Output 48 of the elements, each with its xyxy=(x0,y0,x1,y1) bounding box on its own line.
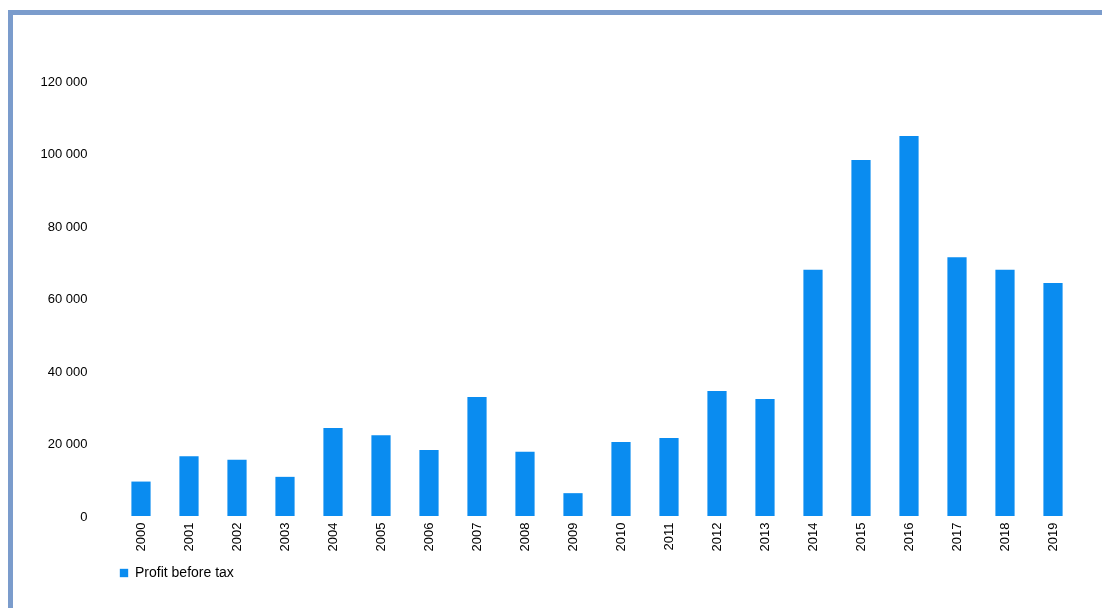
legend-label: Profit before tax xyxy=(135,564,234,580)
y-tick-label: 120 000 xyxy=(40,73,88,89)
x-tick-label: 2000 xyxy=(133,522,148,552)
bar xyxy=(1043,282,1063,516)
bar xyxy=(851,160,871,516)
bar xyxy=(995,269,1015,516)
bar xyxy=(563,493,583,516)
y-tick-label: 20 000 xyxy=(47,436,88,451)
x-tick-label: 2014 xyxy=(805,522,820,552)
bar xyxy=(755,398,775,516)
bar xyxy=(323,427,343,516)
bar xyxy=(371,435,391,516)
x-tick-label: 2017 xyxy=(949,522,964,552)
x-tick-label: 2004 xyxy=(325,522,340,552)
x-tick-label: 2003 xyxy=(277,522,292,552)
y-tick-label: 60 000 xyxy=(47,291,88,306)
x-tick-label: 2018 xyxy=(997,522,1012,552)
bar xyxy=(659,438,679,516)
bar xyxy=(467,397,487,516)
x-tick-label: 2005 xyxy=(373,522,388,552)
y-tick-label: 80 000 xyxy=(47,218,88,234)
y-tick-label: 100 000 xyxy=(40,146,88,161)
bar xyxy=(899,136,919,516)
x-tick-label: 2015 xyxy=(853,522,868,552)
x-tick-label: 2002 xyxy=(229,522,244,552)
x-tick-label: 2008 xyxy=(517,522,532,552)
bar xyxy=(803,269,823,516)
bar xyxy=(515,451,535,516)
bar xyxy=(227,459,247,516)
bar xyxy=(707,390,727,516)
y-tick-label: 0 xyxy=(80,508,88,524)
x-tick-label: 2009 xyxy=(565,522,580,552)
bar xyxy=(611,442,631,516)
x-tick-label: 2012 xyxy=(709,522,724,552)
x-tick-label: 2016 xyxy=(901,522,916,552)
x-tick-label: 2006 xyxy=(421,522,436,552)
bar xyxy=(419,450,439,516)
bar xyxy=(179,456,199,516)
bar xyxy=(275,476,295,516)
x-tick-label: 2019 xyxy=(1045,522,1060,552)
x-tick-label: 2001 xyxy=(181,522,196,552)
x-tick-label: 2013 xyxy=(757,522,772,552)
x-tick-label: 2007 xyxy=(469,522,484,552)
bar xyxy=(131,481,151,516)
bar xyxy=(947,257,967,516)
y-tick-label: 40 000 xyxy=(47,363,88,379)
x-tick-label: 2010 xyxy=(613,522,628,552)
x-tick-label: 2011 xyxy=(661,522,676,551)
